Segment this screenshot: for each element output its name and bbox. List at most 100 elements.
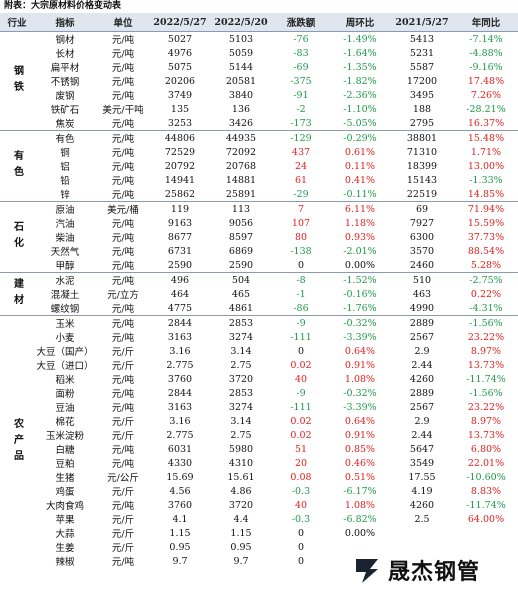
table-row: 辣椒 元/吨 9.7 9.7 0 — [0, 554, 518, 569]
cell: 元/斤 — [111, 543, 135, 554]
cell: 0 — [297, 259, 305, 271]
cell: 20768 — [225, 160, 257, 172]
table-row: 甲醇 元/吨 2590 2590 0 0.00% 2460 5.28% — [0, 258, 518, 273]
cell: 2.9 — [414, 345, 430, 357]
cell: 5144 — [228, 61, 254, 73]
cell: -0.3 — [291, 485, 311, 497]
cell: 6.80% — [470, 443, 502, 455]
cell: 20206 — [164, 75, 196, 87]
table-row: 棉花 元/斤 3.16 3.14 0.02 0.64% 2.9 8.97% — [0, 414, 518, 429]
cell: 美元/桶 — [96, 201, 150, 216]
cell: 元/吨 — [111, 247, 135, 258]
cell: -2.01% — [343, 245, 377, 257]
cell: 螺纹钢 — [50, 304, 80, 315]
cell: 2844 — [150, 315, 210, 330]
cell: 辣椒 — [55, 557, 75, 568]
cell: 汽油 — [55, 219, 75, 230]
cell: 元/吨 — [111, 176, 135, 187]
cell: 17200 — [406, 75, 438, 87]
cell: 4260 — [409, 499, 435, 511]
cell: 3760 — [167, 499, 193, 511]
cell: 4861 — [228, 302, 254, 314]
cell: -1.33% — [469, 174, 503, 186]
cell: 9056 — [228, 217, 254, 229]
cell: 20581 — [225, 75, 257, 87]
logo: 晟杰钢管 — [344, 548, 512, 592]
table-row: 铝 元/吨 20792 20768 24 0.11% 18399 13.00% — [0, 159, 518, 174]
cell: 2.75 — [230, 429, 252, 441]
table-row: 苹果 元/斤 4.1 4.4 -0.3 -6.82% 2.5 64.00% — [0, 512, 518, 527]
cell: -28.21% — [466, 103, 506, 115]
cell: -138 — [290, 245, 312, 257]
cell: 1.15 — [169, 527, 191, 539]
cell: -1.64% — [343, 47, 377, 59]
cell: 18399 — [406, 160, 438, 172]
cell: -4.88% — [469, 47, 503, 59]
cell: 不锈钢 — [50, 77, 80, 88]
table-row: 长材 元/吨 4976 5059 -83 -1.64% 5231 -4.88% — [0, 46, 518, 61]
cell: 0 — [297, 527, 305, 539]
table-row: 白糖 元/吨 6031 5980 51 0.85% 5647 6.80% — [0, 442, 518, 457]
cell: 元/斤 — [111, 361, 135, 372]
cell: 15.59% — [467, 217, 505, 229]
cell: 1.08% — [344, 499, 376, 511]
cell: 天然气 — [50, 247, 80, 258]
cell: 0 — [297, 541, 305, 553]
cell: 2.5 — [414, 513, 430, 525]
cell: 钢材 — [34, 31, 96, 46]
cell: -9 — [272, 315, 330, 330]
table-row: 大豆（国产） 元/斤 3.16 3.14 0 0.64% 2.9 8.97% — [0, 344, 518, 359]
cell: 生猪 — [55, 473, 75, 484]
cell: 8597 — [228, 231, 254, 243]
cell: -29 — [293, 188, 309, 200]
cell: 463 — [412, 288, 432, 300]
cell: 3.14 — [230, 345, 252, 357]
cell: 2460 — [409, 259, 435, 271]
empty-cell — [390, 526, 454, 540]
cell: 3.16 — [169, 415, 191, 427]
cell: 元/吨 — [111, 445, 135, 456]
cell: 72529 — [164, 146, 196, 158]
cell: 焦炭 — [55, 119, 75, 130]
cell: 2567 — [409, 401, 435, 413]
table-row: 大蒜 元/斤 1.15 1.15 0 0.00% — [0, 526, 518, 541]
cell: 3.16 — [169, 345, 191, 357]
cell: -111 — [290, 401, 312, 413]
cell: -1.82% — [343, 75, 377, 87]
cell: 棉花 — [55, 417, 75, 428]
cell: 2.75 — [230, 359, 252, 371]
cell: 4260 — [409, 373, 435, 385]
cell: 4.1 — [172, 513, 188, 525]
cell: 元/吨 — [111, 557, 135, 568]
cell: -173 — [290, 117, 312, 129]
cell: 16.37% — [467, 117, 505, 129]
cell: 元/吨 — [111, 119, 135, 130]
cell: 0.08 — [290, 471, 312, 483]
cell: 大豆（国产） — [36, 347, 94, 358]
cell: 3274 — [228, 401, 254, 413]
cell: 1.18% — [344, 217, 376, 229]
cell: 2.775 — [166, 359, 194, 371]
cell: 元/吨 — [111, 148, 135, 159]
cell: 5647 — [409, 443, 435, 455]
cell: -9 — [296, 387, 306, 399]
cell: -1.76% — [343, 302, 377, 314]
cell: 9.7 — [233, 555, 249, 567]
cell: 4330 — [167, 457, 193, 469]
cell: 504 — [210, 272, 272, 287]
cell: 38801 — [390, 130, 454, 145]
cell: 0.91% — [344, 429, 376, 441]
group-label: 石化 — [0, 201, 34, 273]
cell: 3495 — [409, 89, 435, 101]
cell: -3.39% — [343, 401, 377, 413]
table-row: 废钢 元/吨 3749 3840 -91 -2.36% 3495 7.26% — [0, 88, 518, 103]
cell: 13.00% — [467, 160, 505, 172]
cell: 13.73% — [467, 429, 505, 441]
cell: 5103 — [210, 31, 272, 46]
cell: 2795 — [409, 117, 435, 129]
table-row: 混凝土 元/立方 464 465 -1 -0.16% 463 0.22% — [0, 287, 518, 302]
cell: 元/吨 — [111, 501, 135, 512]
cell: 4.4 — [233, 513, 249, 525]
cell: 小麦 — [55, 333, 75, 344]
cell: -0.3 — [291, 513, 311, 525]
